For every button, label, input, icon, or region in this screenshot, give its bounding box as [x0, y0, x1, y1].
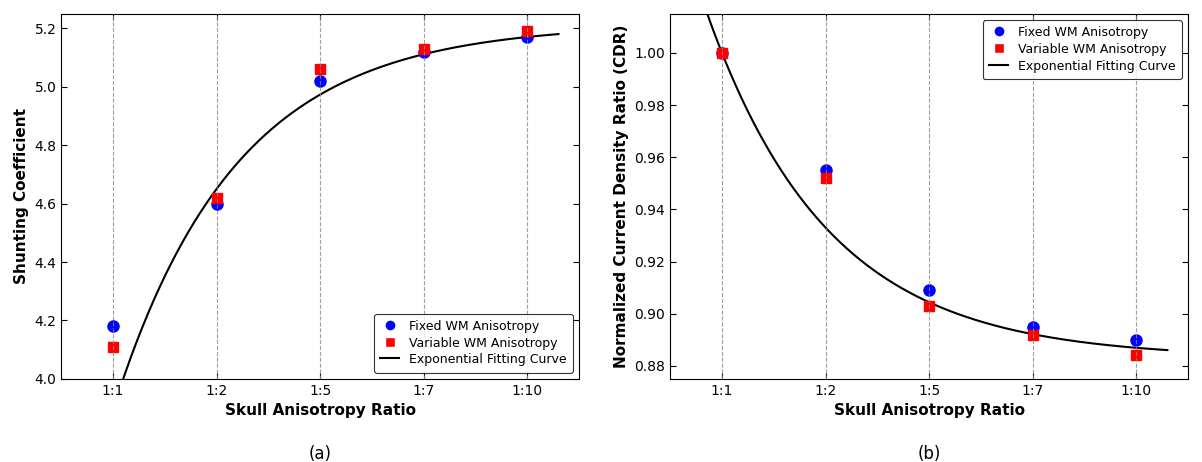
Fixed WM Anisotropy	[1129, 337, 1143, 342]
Variable WM Anisotropy	[313, 67, 327, 72]
Fixed WM Anisotropy	[1025, 324, 1040, 329]
Fixed WM Anisotropy	[922, 287, 936, 293]
Fixed WM Anisotropy	[417, 49, 432, 55]
Text: (b): (b)	[917, 444, 941, 462]
Variable WM Anisotropy	[520, 29, 535, 34]
Y-axis label: Normalized Current Density Ratio (CDR): Normalized Current Density Ratio (CDR)	[614, 24, 629, 368]
Variable WM Anisotropy	[106, 344, 120, 349]
Variable WM Anisotropy	[1025, 332, 1040, 337]
Legend: Fixed WM Anisotropy, Variable WM Anisotropy, Exponential Fitting Curve: Fixed WM Anisotropy, Variable WM Anisotr…	[374, 314, 573, 372]
Line: Variable WM Anisotropy: Variable WM Anisotropy	[108, 26, 532, 352]
X-axis label: Skull Anisotropy Ratio: Skull Anisotropy Ratio	[834, 403, 1024, 418]
Y-axis label: Shunting Coefficient: Shunting Coefficient	[14, 109, 29, 285]
Line: Variable WM Anisotropy: Variable WM Anisotropy	[718, 48, 1141, 360]
Text: (a): (a)	[309, 444, 332, 462]
Fixed WM Anisotropy	[520, 35, 535, 40]
Variable WM Anisotropy	[922, 303, 936, 309]
Variable WM Anisotropy	[715, 50, 730, 56]
Fixed WM Anisotropy	[313, 78, 327, 84]
Variable WM Anisotropy	[1129, 353, 1143, 358]
Variable WM Anisotropy	[417, 46, 432, 52]
X-axis label: Skull Anisotropy Ratio: Skull Anisotropy Ratio	[225, 403, 416, 418]
Fixed WM Anisotropy	[819, 168, 833, 173]
Fixed WM Anisotropy	[209, 201, 224, 207]
Line: Fixed WM Anisotropy: Fixed WM Anisotropy	[107, 32, 532, 332]
Variable WM Anisotropy	[819, 176, 833, 181]
Line: Fixed WM Anisotropy: Fixed WM Anisotropy	[716, 48, 1142, 345]
Variable WM Anisotropy	[209, 195, 224, 201]
Fixed WM Anisotropy	[715, 50, 730, 56]
Fixed WM Anisotropy	[106, 323, 120, 329]
Legend: Fixed WM Anisotropy, Variable WM Anisotropy, Exponential Fitting Curve: Fixed WM Anisotropy, Variable WM Anisotr…	[983, 20, 1182, 79]
